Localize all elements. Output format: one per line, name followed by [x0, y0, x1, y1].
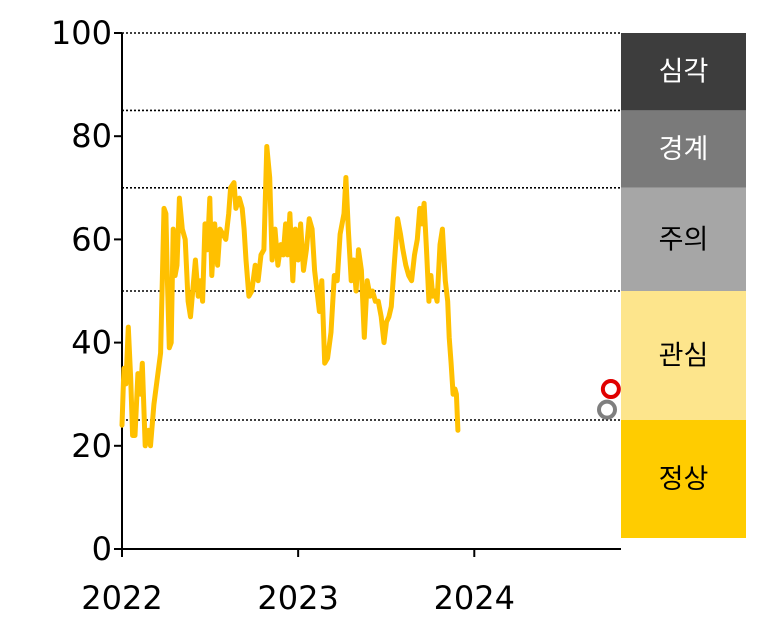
y-tick-label: 0 — [92, 530, 112, 568]
series-line — [119, 144, 461, 449]
x-tick-label: 2022 — [81, 579, 162, 617]
highlight-marker — [600, 379, 621, 400]
y-axis: 0 20 40 60 80 100 — [51, 14, 123, 568]
zone-label: 정상 — [659, 464, 709, 495]
y-tick-label: 60 — [71, 220, 112, 258]
x-tick-label: 2024 — [434, 579, 515, 617]
zone-label: 관심 — [659, 341, 709, 372]
y-tick-label: 20 — [71, 427, 112, 465]
y-tick-label: 40 — [71, 324, 112, 362]
x-tick-label: 2023 — [257, 579, 338, 617]
y-tick-label: 100 — [51, 14, 112, 52]
zone-band — [621, 420, 746, 538]
highlight-marker — [597, 399, 618, 420]
zone-label: 경계 — [659, 134, 709, 165]
x-axis: 2022 2023 2024 — [81, 548, 621, 617]
zone-band — [621, 187, 746, 291]
y-tick-label: 80 — [71, 117, 112, 155]
zone-label: 주의 — [659, 224, 709, 255]
zone-label: 심각 — [659, 57, 709, 88]
zone-band — [621, 291, 746, 420]
threshold-gridlines — [122, 32, 621, 421]
zone-band — [621, 33, 746, 111]
zone-band — [621, 110, 746, 188]
series-layer — [119, 144, 461, 449]
marker-layer — [597, 379, 621, 420]
